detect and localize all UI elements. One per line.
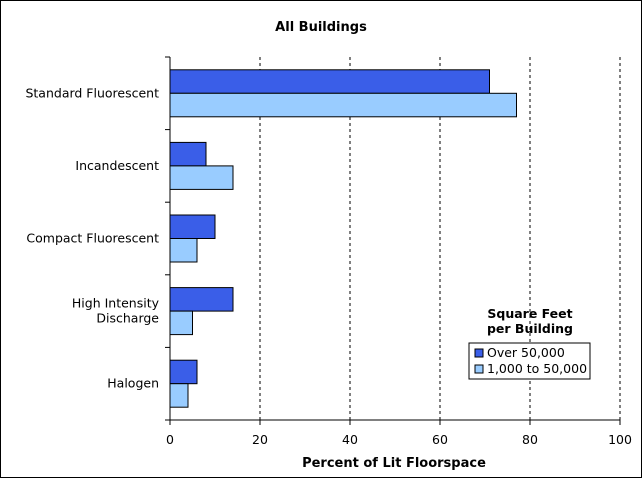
bar-1000-to-50000-0 bbox=[169, 92, 517, 118]
x-tick-label: 60 bbox=[432, 432, 448, 447]
bar-over-50000-0 bbox=[169, 69, 490, 94]
bar-over-50000-1 bbox=[169, 141, 207, 167]
legend-entry: Over 50,000 bbox=[487, 345, 565, 360]
category-label: Halogen bbox=[107, 376, 159, 391]
bar-1000-to-50000-1 bbox=[169, 165, 234, 190]
bar-1000-to-50000-4 bbox=[169, 383, 189, 408]
x-tick-label: 40 bbox=[342, 432, 358, 447]
x-tick-label: 20 bbox=[252, 432, 268, 447]
bar-1000-to-50000-3 bbox=[169, 310, 193, 336]
bars bbox=[169, 69, 517, 408]
legend-swatch bbox=[474, 364, 484, 374]
category-label: Compact Fluorescent bbox=[26, 231, 159, 246]
legend-title: Square Feet bbox=[487, 306, 572, 321]
category-labels: Standard Fluorescent Incandescent Compact … bbox=[25, 85, 159, 390]
category-label: High Intensity bbox=[72, 296, 160, 311]
tick-labels: 0 20 40 60 80 100 bbox=[166, 432, 632, 447]
bar-over-50000-4 bbox=[169, 359, 198, 385]
x-tick-label: 0 bbox=[166, 432, 174, 447]
chart-title: All Buildings bbox=[275, 20, 367, 35]
x-tick-label: 100 bbox=[608, 432, 632, 447]
x-axis-label: Percent of Lit Floorspace bbox=[302, 456, 486, 471]
legend-entry: 1,000 to 50,000 bbox=[487, 361, 587, 376]
bar-over-50000-3 bbox=[169, 287, 234, 312]
axes bbox=[165, 56, 621, 425]
x-tick-label: 80 bbox=[522, 432, 538, 447]
legend-swatch bbox=[474, 348, 484, 358]
bar-1000-to-50000-2 bbox=[169, 238, 198, 263]
category-label: Discharge bbox=[96, 311, 159, 326]
category-label: Standard Fluorescent bbox=[25, 85, 159, 100]
category-label: Incandescent bbox=[75, 158, 159, 173]
legend-box bbox=[468, 342, 591, 380]
bar-over-50000-2 bbox=[169, 214, 216, 239]
legend-title: per Building bbox=[487, 321, 573, 336]
